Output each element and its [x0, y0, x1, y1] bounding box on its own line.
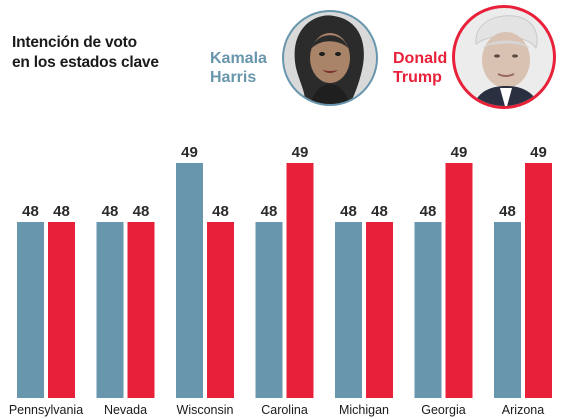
category-label-carolina: Carolina [261, 403, 308, 417]
category-label-wisconsin: Wisconsin [177, 403, 234, 417]
bar-kamala-harris-carolina [255, 222, 283, 398]
harris-portrait [282, 10, 378, 106]
bar-donald-trump-carolina [286, 163, 314, 398]
bar-kamala-harris-pennsylvania [17, 222, 44, 398]
data-label-donald-trump-arizona: 49 [530, 144, 547, 161]
category-label-michigan: Michigan [339, 403, 389, 417]
chart-title: Intención de voto en los estados clave [12, 33, 202, 73]
data-label-kamala-harris-michigan: 48 [340, 203, 357, 220]
bar-kamala-harris-nevada [96, 222, 124, 398]
legend-trump-last: Trump [393, 69, 442, 86]
data-label-kamala-harris-wisconsin: 49 [181, 144, 198, 161]
trump-portrait [452, 5, 556, 109]
category-label-nevada: Nevada [104, 403, 147, 417]
legend-harris-first: Kamala [210, 50, 267, 67]
data-label-kamala-harris-nevada: 48 [102, 203, 119, 220]
data-label-donald-trump-michigan: 48 [371, 203, 388, 220]
chart-title-line-1: Intención de voto [12, 34, 137, 51]
category-label-arizona: Arizona [502, 403, 544, 417]
data-label-donald-trump-carolina: 49 [292, 144, 309, 161]
bar-kamala-harris-wisconsin [176, 163, 203, 398]
chart-title-line-2: en los estados clave [12, 54, 159, 71]
bar-donald-trump-georgia [445, 163, 473, 398]
bar-kamala-harris-michigan [335, 222, 362, 398]
legend-harris-name: Kamala Harris [210, 49, 267, 87]
bar-kamala-harris-georgia [414, 222, 442, 398]
data-label-donald-trump-nevada: 48 [133, 203, 150, 220]
data-label-kamala-harris-georgia: 48 [420, 203, 437, 220]
data-label-donald-trump-wisconsin: 48 [212, 203, 229, 220]
bar-donald-trump-wisconsin [207, 222, 234, 398]
legend-trump-first: Donald [393, 50, 448, 67]
category-label-pennsylvania: Pennsylvania [9, 403, 83, 417]
bar-donald-trump-arizona [525, 163, 552, 398]
category-label-georgia: Georgia [421, 403, 466, 417]
legend-harris-last: Harris [210, 69, 257, 86]
data-label-kamala-harris-carolina: 48 [261, 203, 278, 220]
bar-donald-trump-michigan [366, 222, 393, 398]
data-label-donald-trump-pennsylvania: 48 [53, 203, 70, 220]
data-label-donald-trump-georgia: 49 [451, 144, 468, 161]
bar-kamala-harris-arizona [494, 222, 521, 398]
data-label-kamala-harris-arizona: 48 [499, 203, 516, 220]
legend-trump-name: Donald Trump [393, 49, 447, 87]
data-label-kamala-harris-pennsylvania: 48 [22, 203, 39, 220]
bar-donald-trump-pennsylvania [48, 222, 75, 398]
bar-donald-trump-nevada [127, 222, 155, 398]
